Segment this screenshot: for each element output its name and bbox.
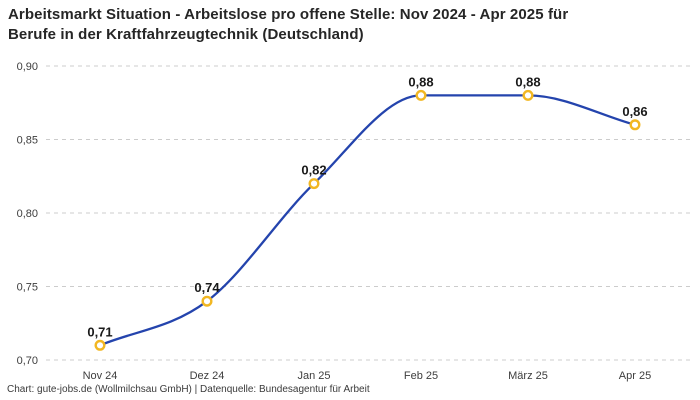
- x-tick-label: Feb 25: [404, 370, 438, 382]
- data-point-marker: [629, 119, 641, 131]
- x-tick-label: Nov 24: [83, 370, 118, 382]
- x-tick-label: Dez 24: [190, 370, 225, 382]
- data-point-label: 0,88: [408, 74, 433, 89]
- y-tick-label: 0,85: [17, 135, 38, 147]
- chart-title: Arbeitsmarkt Situation - Arbeitslose pro…: [8, 5, 568, 45]
- data-point-marker: [308, 178, 320, 190]
- x-tick-label: Apr 25: [619, 370, 651, 382]
- data-point-label: 0,82: [301, 163, 326, 178]
- data-point-marker: [94, 339, 106, 351]
- data-point-marker: [415, 89, 427, 101]
- y-tick-label: 0,80: [17, 208, 38, 220]
- data-point-label: 0,74: [194, 280, 220, 295]
- y-tick-label: 0,90: [17, 61, 38, 73]
- data-point-marker: [522, 89, 534, 101]
- x-tick-label: März 25: [508, 370, 548, 382]
- chart-title-line2: Berufe in der Kraftfahrzeugtechnik (Deut…: [8, 26, 364, 43]
- y-tick-label: 0,75: [17, 282, 38, 294]
- data-point-label: 0,86: [622, 104, 647, 119]
- y-tick-label: 0,70: [17, 355, 38, 367]
- data-point-label: 0,71: [87, 324, 112, 339]
- chart-title-line1: Arbeitsmarkt Situation - Arbeitslose pro…: [8, 6, 569, 23]
- data-point-marker: [201, 295, 213, 307]
- chart-credit: Chart: gute-jobs.de (Wollmilchsau GmbH) …: [7, 384, 370, 395]
- x-tick-label: Jan 25: [297, 370, 330, 382]
- series-line: [98, 94, 637, 347]
- data-point-label: 0,88: [515, 74, 540, 89]
